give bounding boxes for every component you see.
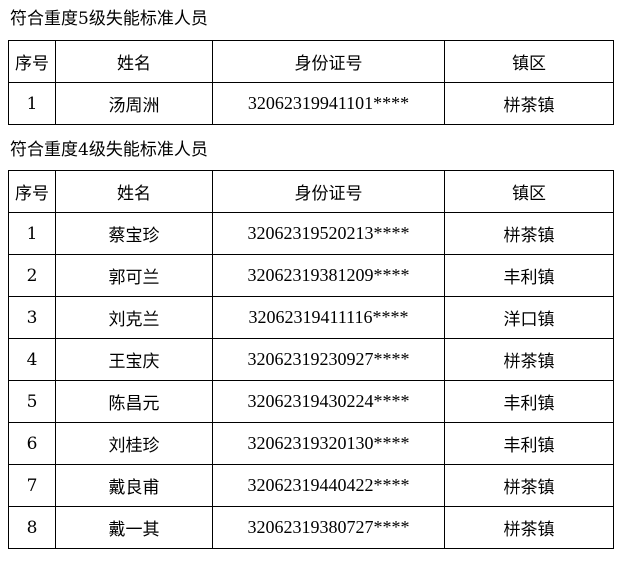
header-index: 序号: [8, 40, 56, 83]
cell-name: 戴一其: [55, 506, 213, 549]
table-row: 1 汤周洲 32062319941101**** 栟茶镇: [8, 82, 614, 125]
cell-town: 栟茶镇: [444, 464, 614, 507]
cell-index: 1: [8, 82, 56, 125]
section-title-level5: 符合重度5级失能标准人员: [10, 9, 208, 29]
table-row: 7 戴良甫 32062319440422**** 栟茶镇: [8, 464, 614, 507]
cell-town: 丰利镇: [444, 254, 614, 297]
header-town: 镇区: [444, 40, 614, 83]
cell-id-number: 32062319381209****: [212, 254, 445, 297]
table-row: 1 蔡宝珍 32062319520213**** 栟茶镇: [8, 212, 614, 255]
cell-index: 1: [8, 212, 56, 255]
cell-index: 8: [8, 506, 56, 549]
header-row: 序号 姓名 身份证号 镇区: [8, 170, 614, 213]
cell-name: 刘桂珍: [55, 422, 213, 465]
cell-index: 2: [8, 254, 56, 297]
cell-name: 刘克兰: [55, 296, 213, 339]
cell-index: 3: [8, 296, 56, 339]
cell-index: 7: [8, 464, 56, 507]
cell-id-number: 32062319411116****: [212, 296, 445, 339]
cell-name: 陈昌元: [55, 380, 213, 423]
cell-index: 5: [8, 380, 56, 423]
cell-town: 丰利镇: [444, 422, 614, 465]
cell-id-number: 32062319430224****: [212, 380, 445, 423]
header-name: 姓名: [55, 170, 213, 213]
cell-id-number: 32062319941101****: [212, 82, 445, 125]
cell-name: 戴良甫: [55, 464, 213, 507]
cell-id-number: 32062319230927****: [212, 338, 445, 381]
cell-name: 蔡宝珍: [55, 212, 213, 255]
cell-name: 王宝庆: [55, 338, 213, 381]
cell-town: 栟茶镇: [444, 338, 614, 381]
table-row: 4 王宝庆 32062319230927**** 栟茶镇: [8, 338, 614, 381]
header-name: 姓名: [55, 40, 213, 83]
cell-id-number: 32062319320130****: [212, 422, 445, 465]
section-title-level4: 符合重度4级失能标准人员: [10, 140, 208, 160]
cell-town: 栟茶镇: [444, 82, 614, 125]
header-index: 序号: [8, 170, 56, 213]
cell-town: 洋口镇: [444, 296, 614, 339]
header-town: 镇区: [444, 170, 614, 213]
cell-town: 丰利镇: [444, 380, 614, 423]
table-row: 3 刘克兰 32062319411116**** 洋口镇: [8, 296, 614, 339]
level4-table: 序号 姓名 身份证号 镇区 1 蔡宝珍 32062319520213**** 栟茶镇 2 郭可兰 3…: [8, 170, 614, 549]
table-row: 5 陈昌元 32062319430224**** 丰利镇: [8, 380, 614, 423]
header-row: 序号 姓名 身份证号 镇区: [8, 40, 614, 83]
cell-id-number: 32062319520213****: [212, 212, 445, 255]
level5-table: 序号 姓名 身份证号 镇区 1 汤周洲 32062319941101**** 栟茶镇: [8, 40, 614, 125]
cell-index: 4: [8, 338, 56, 381]
cell-index: 6: [8, 422, 56, 465]
cell-name: 郭可兰: [55, 254, 213, 297]
header-id-number: 身份证号: [212, 170, 445, 213]
table-row: 8 戴一其 32062319380727**** 栟茶镇: [8, 506, 614, 549]
cell-name: 汤周洲: [55, 82, 213, 125]
header-id-number: 身份证号: [212, 40, 445, 83]
table-row: 2 郭可兰 32062319381209**** 丰利镇: [8, 254, 614, 297]
table-row: 6 刘桂珍 32062319320130**** 丰利镇: [8, 422, 614, 465]
cell-id-number: 32062319380727****: [212, 506, 445, 549]
cell-town: 栟茶镇: [444, 506, 614, 549]
cell-town: 栟茶镇: [444, 212, 614, 255]
cell-id-number: 32062319440422****: [212, 464, 445, 507]
